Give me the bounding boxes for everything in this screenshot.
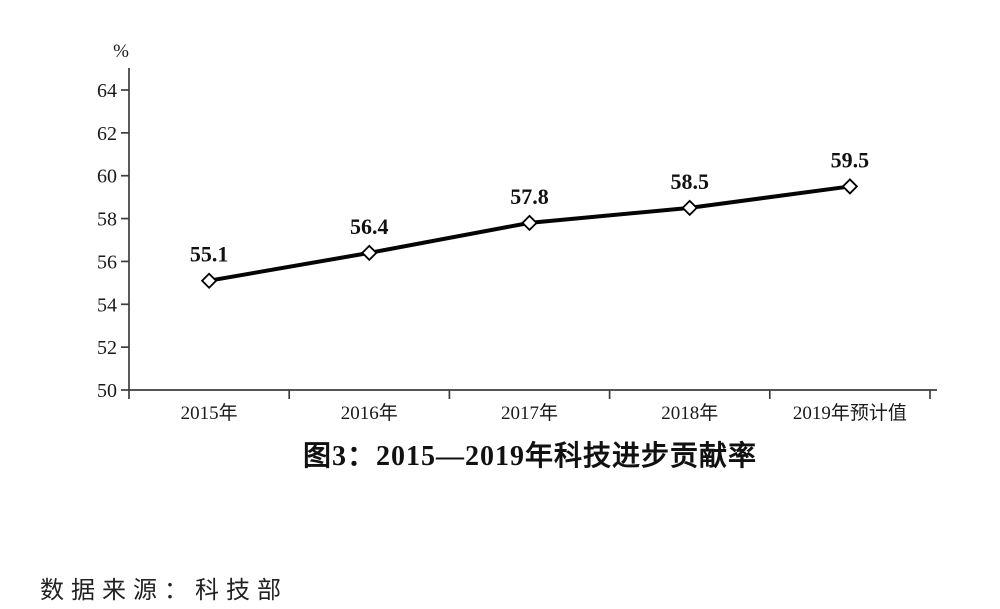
data-point-marker [361, 244, 378, 262]
data-point-label: 57.8 [510, 184, 549, 209]
line-chart-canvas: 50 52 54 56 58 60 62 64% 2015年 2016年 2017年 2018年 201… [97, 41, 937, 424]
data-point-label: 59.5 [831, 147, 870, 172]
x-axis-category-label: 2017年 [501, 402, 558, 424]
y-axis-tick-label: 64 [97, 80, 117, 102]
line-chart: 50 52 54 56 58 60 62 64% 2015年 2016年 2017年 2018年 201… [97, 41, 937, 424]
x-axis-category-label: 2016年 [341, 402, 398, 424]
data-point-label: 55.1 [190, 242, 229, 267]
x-axis-category-label: 2015年 [181, 402, 238, 424]
chart-title: 图3：2015—2019年科技进步贡献率 [302, 441, 757, 472]
data-point-marker [681, 199, 698, 217]
y-axis-tick-label: 56 [97, 251, 117, 273]
data-point-label: 56.4 [350, 214, 389, 239]
x-axis-category-label: 2018年 [661, 402, 718, 424]
data-point-marker [200, 272, 218, 289]
data-source-note: 数据来源：科技部 [40, 578, 288, 604]
y-axis-tick-label: 62 [97, 123, 117, 145]
y-axis-tick-label: 60 [97, 166, 117, 188]
y-axis-tick-label: 50 [97, 380, 117, 402]
y-axis-tick-label: 54 [97, 294, 117, 316]
y-axis-tick-label: 58 [97, 209, 117, 231]
y-axis-tick-label: 52 [97, 337, 117, 359]
data-point-marker [841, 178, 859, 195]
y-axis-unit-label: % [113, 41, 129, 62]
data-point-label: 58.5 [670, 169, 709, 194]
data-point-marker [521, 214, 538, 232]
x-axis-category-label: 2019年预计值 [793, 402, 907, 424]
